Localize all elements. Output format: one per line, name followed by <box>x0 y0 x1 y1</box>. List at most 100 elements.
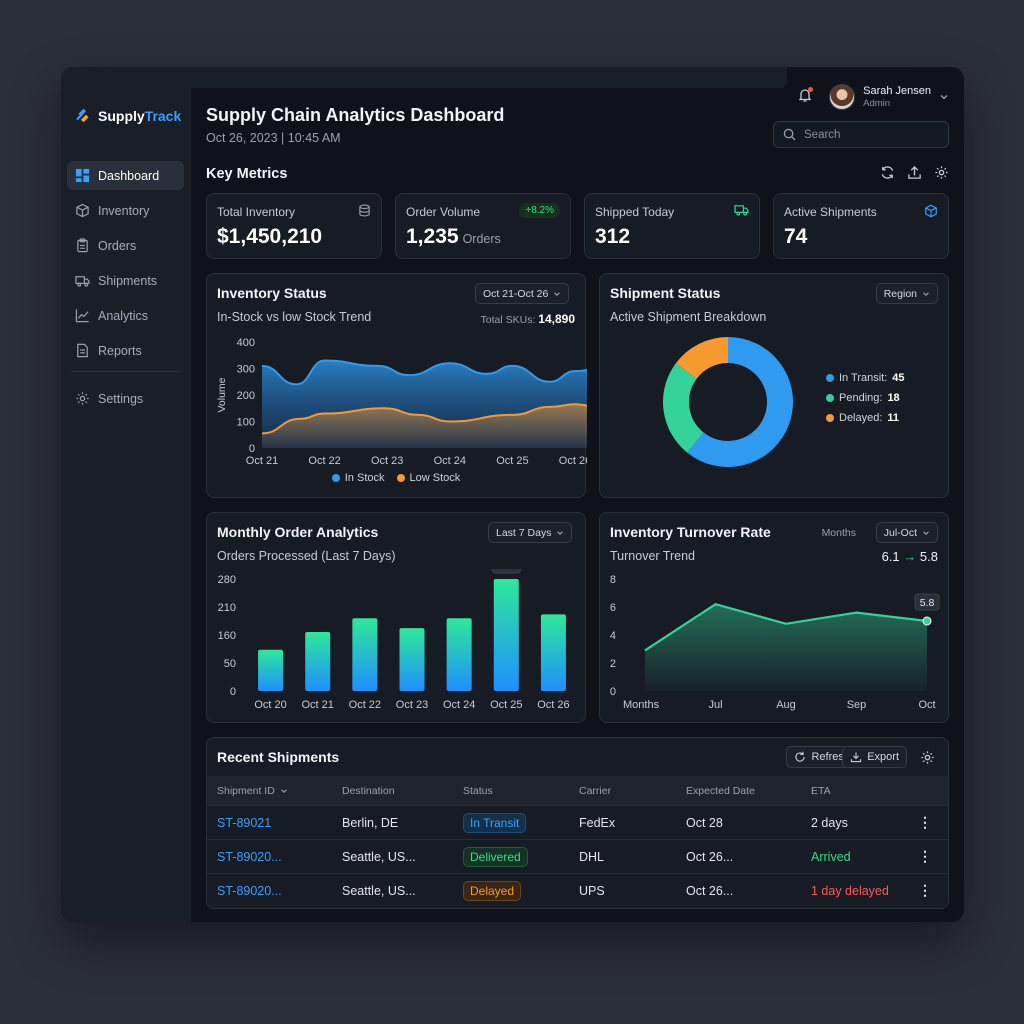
more-options-icon[interactable]: ⋮ <box>918 882 932 898</box>
card-title: Inventory Status <box>217 285 327 301</box>
eta-cell: 2 days <box>811 815 848 830</box>
legend-pending[interactable]: Pending: 18 <box>826 392 905 404</box>
sidebar: SupplyTrack Dashboard Inventory Orders S… <box>61 67 191 922</box>
total-skus: Total SKUs: 14,890 <box>481 312 575 326</box>
upload-icon[interactable] <box>907 165 922 180</box>
status-badge: Delayed <box>463 880 522 901</box>
region-dropdown[interactable]: Region <box>875 283 938 304</box>
sidebar-item-inventory[interactable]: Inventory <box>67 196 184 225</box>
shipment-id-link[interactable]: ST-89021 <box>217 815 272 830</box>
pending-slice <box>663 363 704 453</box>
x-tick-label: Jul <box>708 699 722 711</box>
card-title: Recent Shipments <box>217 749 340 765</box>
carrier-cell: DHL <box>579 849 605 864</box>
period-dropdown[interactable]: Last 7 Days <box>488 522 573 543</box>
destination-cell: Seattle, US... <box>342 849 416 864</box>
card-title: Inventory Turnover Rate <box>610 524 771 540</box>
export-button[interactable]: Export <box>842 746 907 768</box>
table-row[interactable]: ST-89021 Berlin, DE In Transit FedEx Oct… <box>207 805 948 839</box>
legend-dot <box>826 374 834 382</box>
legend-label: Pending: <box>839 392 883 404</box>
clipboard-icon <box>77 238 88 253</box>
column-header-status[interactable]: Status <box>463 784 493 797</box>
x-tick-label: Oct 25 <box>490 699 522 711</box>
legend-in-stock[interactable]: In Stock <box>331 472 385 484</box>
y-tick-label: 160 <box>218 630 236 642</box>
dropdown-value: Jul-Oct <box>883 526 917 539</box>
shipment-id-link[interactable]: ST-89020... <box>217 849 282 864</box>
chevron-down-icon <box>923 530 929 535</box>
refresh-button[interactable]: Refresh <box>786 746 858 768</box>
user-info: Sarah Jensen Admin <box>863 85 931 109</box>
recent-shipments-card: Recent Shipments Refresh Export Shipment… <box>206 737 949 909</box>
legend-in-transit[interactable]: In Transit: 45 <box>826 372 905 384</box>
card-title: Monthly Order Analytics <box>217 524 379 540</box>
x-tick-label: Aug <box>776 699 796 711</box>
more-options-icon[interactable]: ⋮ <box>918 848 932 864</box>
metric-card-total-inventory[interactable]: Total Inventory $1,450,210 <box>206 193 382 259</box>
logo[interactable]: SupplyTrack <box>75 107 181 124</box>
turnover-line <box>644 603 928 652</box>
arrow-right-icon: → <box>903 549 917 564</box>
metric-value: $1,450,210 <box>217 225 323 248</box>
table-row[interactable]: ST-89020... Seattle, US... Delayed UPS O… <box>207 873 948 907</box>
x-tick-label: Oct 23 <box>396 699 428 711</box>
month-range-dropdown[interactable]: Jul-Oct <box>875 522 938 543</box>
legend-dot <box>826 394 834 402</box>
metric-card-active-shipments[interactable]: Active Shipments 74 <box>773 193 949 259</box>
user-menu[interactable]: Sarah Jensen Admin <box>797 84 949 110</box>
search-input[interactable]: Search <box>773 121 949 148</box>
gear-icon <box>76 392 89 405</box>
y-tick-label: 200 <box>237 390 255 402</box>
main-content: Supply Chain Analytics Dashboard Oct 26,… <box>206 67 949 922</box>
metric-label: Total Inventory <box>217 205 296 219</box>
in-transit-slice <box>687 337 793 467</box>
y-tick-label: 50 <box>224 658 236 670</box>
column-header-carrier[interactable]: Carrier <box>579 784 612 797</box>
legend-label: In Transit: <box>839 372 888 384</box>
total-skus-value: 14,890 <box>538 312 575 326</box>
app-window: SupplyTrack Dashboard Inventory Orders S… <box>61 67 964 922</box>
eta-cell: 1 day delayed <box>811 883 889 898</box>
settings-gear-icon[interactable] <box>934 165 949 180</box>
column-header-destination[interactable]: Destination <box>342 784 395 797</box>
chevron-down-icon <box>280 788 287 793</box>
period-label: Months <box>821 527 856 539</box>
table-row[interactable]: ST-89020... Seattle, US... Delivered DHL… <box>207 839 948 873</box>
expected-date-cell: Oct 26... <box>686 849 734 864</box>
sidebar-item-settings[interactable]: Settings <box>67 384 184 413</box>
metric-card-order-volume[interactable]: Order Volume +8.2% 1,235 Orders <box>395 193 571 259</box>
notification-bell-icon[interactable] <box>797 86 814 108</box>
carrier-cell: FedEx <box>579 815 616 830</box>
sidebar-item-reports[interactable]: Reports <box>67 336 184 365</box>
orders-bar-chart: 280 210 160 50 0 Oct 20 Oct 21 Oct 22 Oct 23 Oct … <box>218 569 570 711</box>
y-tick-label: 4 <box>610 630 616 642</box>
more-options-icon[interactable]: ⋮ <box>918 814 932 830</box>
y-tick-label: 2 <box>610 658 616 670</box>
date-range-dropdown[interactable]: Oct 21-Oct 26 <box>475 283 570 304</box>
refresh-icon[interactable] <box>880 165 895 180</box>
shipment-id-link[interactable]: ST-89020... <box>217 883 282 898</box>
column-header-eta[interactable]: ETA <box>811 784 831 797</box>
sidebar-divider <box>71 371 180 372</box>
sidebar-item-orders[interactable]: Orders <box>67 231 184 260</box>
avatar[interactable] <box>829 84 856 110</box>
inventory-area-chart: 400 300 200 100 0 Volume Oct 21 Oct 22 Oct 23 Oct… <box>216 337 587 467</box>
in-stock-line <box>261 359 587 386</box>
legend-delayed[interactable]: Delayed: 11 <box>826 412 905 424</box>
chevron-down-icon[interactable] <box>939 92 949 102</box>
carrier-cell: UPS <box>579 883 605 898</box>
table-settings-icon[interactable] <box>920 750 935 765</box>
y-tick-label: 8 <box>610 574 616 586</box>
chevron-down-icon <box>923 291 929 296</box>
metric-card-shipped-today[interactable]: Shipped Today 312 <box>584 193 760 259</box>
column-header-expected-date[interactable]: Expected Date <box>686 784 755 797</box>
button-label: Export <box>867 751 899 763</box>
column-header-shipment-id[interactable]: Shipment ID <box>217 776 288 805</box>
sidebar-item-dashboard[interactable]: Dashboard <box>67 161 184 190</box>
sidebar-item-shipments[interactable]: Shipments <box>67 266 184 295</box>
sidebar-item-analytics[interactable]: Analytics <box>67 301 184 330</box>
user-role: Admin <box>863 98 891 109</box>
brand-prefix: Supply <box>98 107 145 124</box>
legend-low-stock[interactable]: Low Stock <box>396 472 460 484</box>
